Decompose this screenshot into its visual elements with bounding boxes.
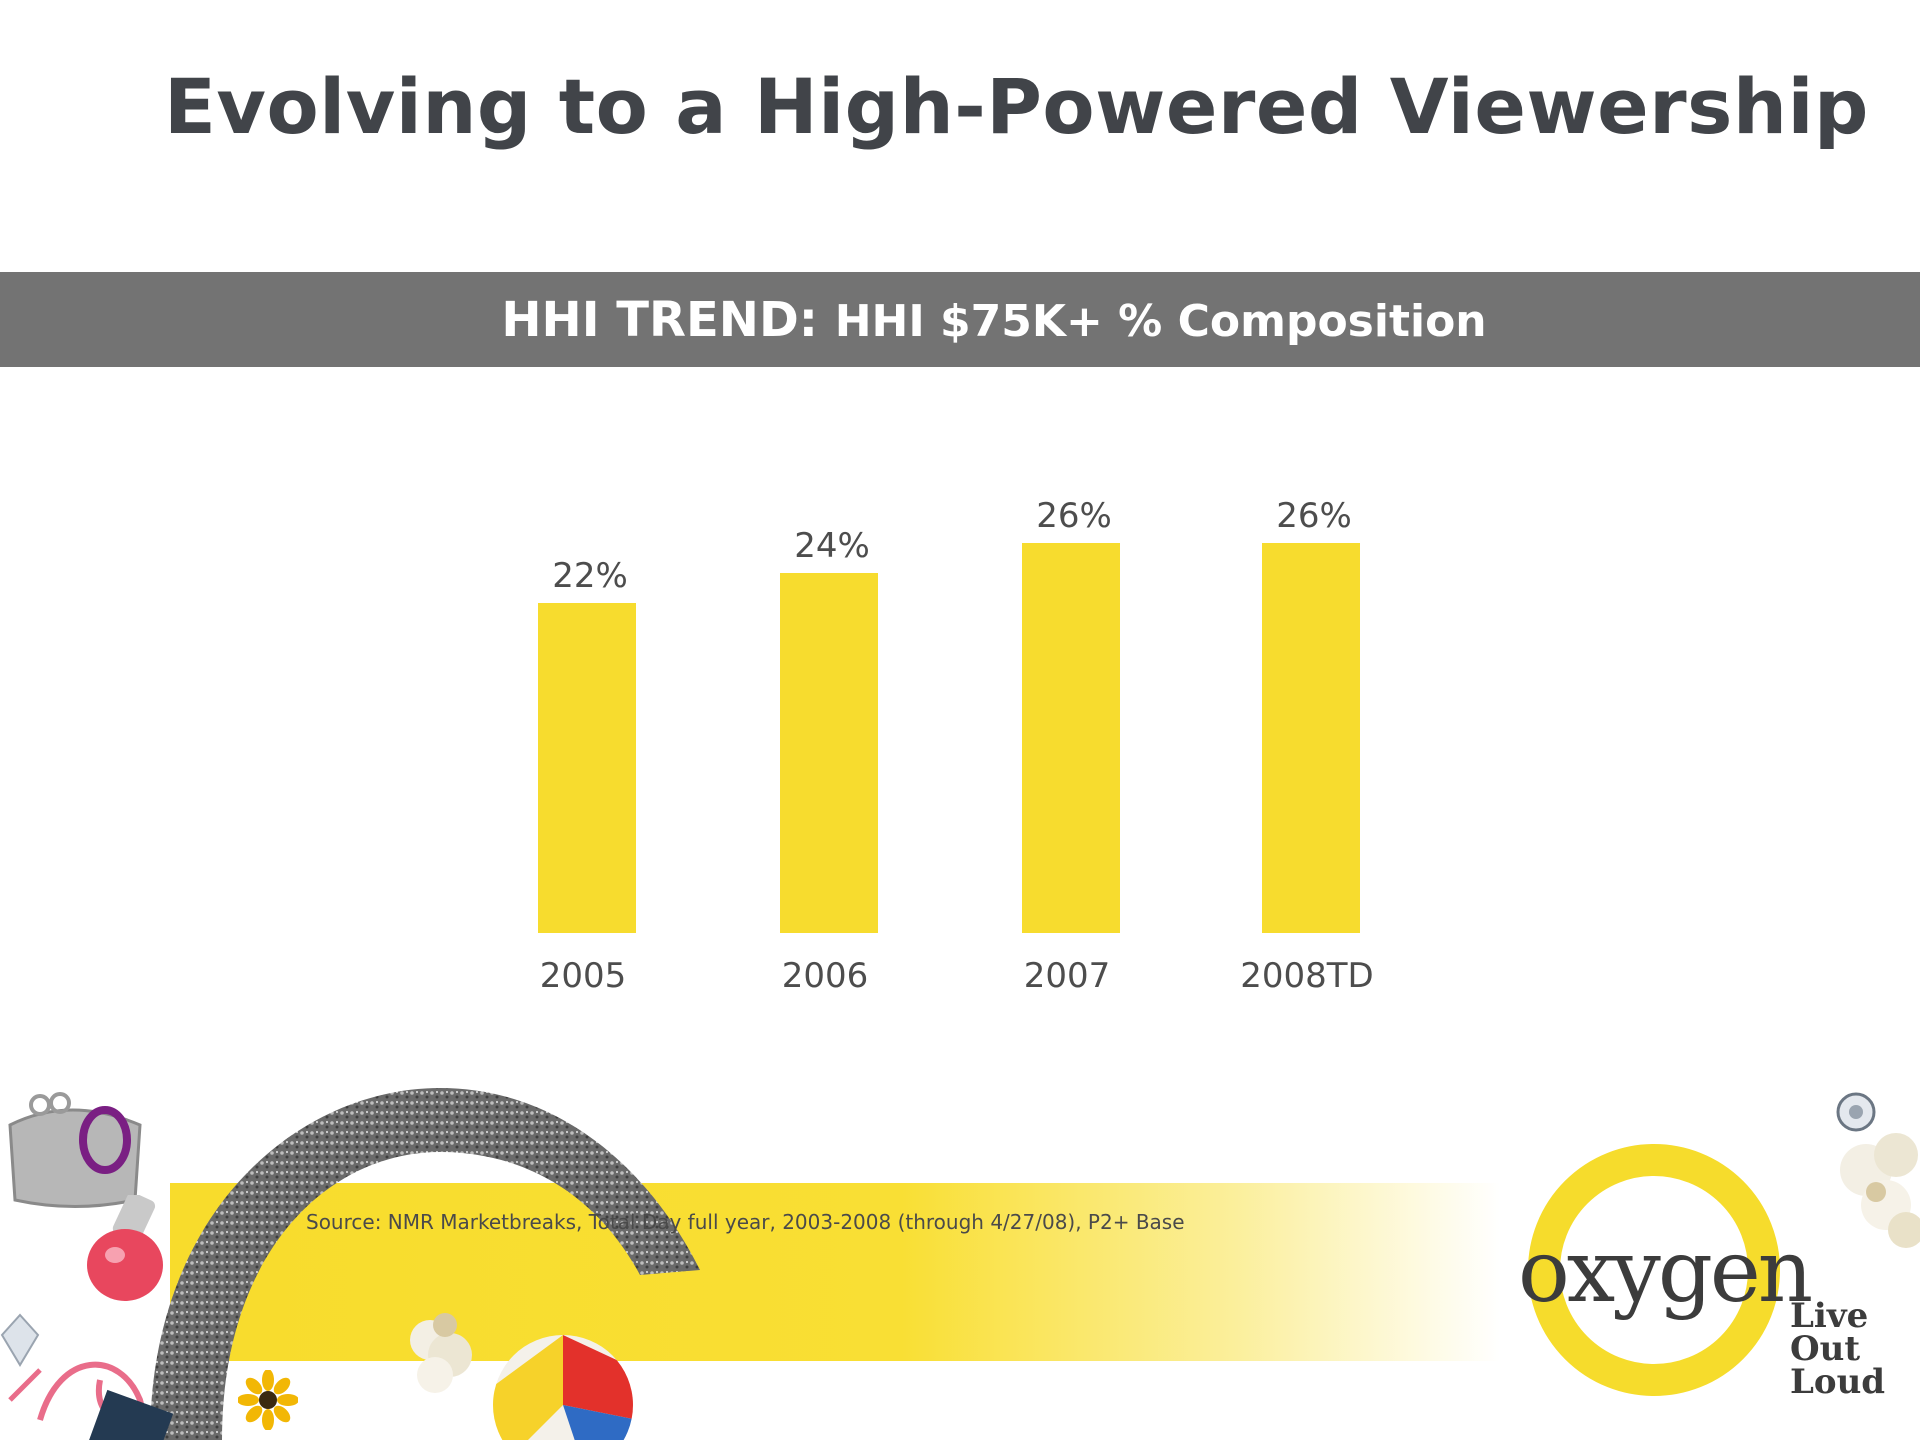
data-label: 24%: [794, 526, 870, 566]
data-label: 22%: [552, 556, 628, 596]
popcorn-icon: [1840, 1133, 1920, 1248]
oxygen-logo-ring: [1528, 1144, 1780, 1396]
footer-yellow-strip: [170, 1183, 1500, 1361]
nail-polish-icon: [87, 1195, 163, 1301]
tagline-line: Loud: [1790, 1362, 1886, 1402]
x-tick-label: 2008TD: [1240, 956, 1373, 996]
bar-2006: [780, 573, 878, 933]
bar-2005: [538, 603, 636, 933]
x-tick-label: 2006: [782, 956, 869, 996]
glitter-ring-icon: [150, 1088, 700, 1440]
diamond-icon: [0, 1313, 40, 1367]
tagline-line: Out: [1790, 1329, 1861, 1369]
data-label: 26%: [1036, 496, 1112, 536]
chart-header-band: HHI TREND: HHI $75K+ % Composition: [0, 272, 1920, 367]
bar-2008TD: [1262, 543, 1360, 933]
source-note: Source: NMR Marketbreaks, Total Day full…: [306, 1210, 1185, 1234]
page-title: Evolving to a High-Powered Viewership: [164, 62, 1869, 151]
bar-2007: [1022, 543, 1120, 933]
beach-ball-icon: [493, 1335, 633, 1440]
brand-tagline: Live Out Loud: [1790, 1296, 1886, 1402]
x-tick-label: 2005: [540, 956, 627, 996]
data-label: 26%: [1276, 496, 1352, 536]
brand-wordmark: oxygen: [1518, 1222, 1813, 1322]
chart-header-rest: HHI $75K+ % Composition: [834, 295, 1487, 347]
letter-o-decoration: [79, 1106, 131, 1174]
x-tick-label: 2007: [1024, 956, 1111, 996]
tagline-line: Live: [1790, 1296, 1869, 1336]
daisy-icon: [238, 1370, 298, 1430]
popcorn-icon: [410, 1313, 472, 1393]
chart-header-title: HHI TREND: HHI $75K+ % Composition: [501, 292, 1486, 348]
diamond-icon: [1836, 1092, 1876, 1132]
pink-swirl-decoration: [8, 1361, 174, 1440]
chart-header-bold: HHI TREND:: [501, 291, 818, 348]
bar-chart: 22% 2005 24% 2006 26% 2007 26% 2008TD: [538, 496, 1374, 996]
